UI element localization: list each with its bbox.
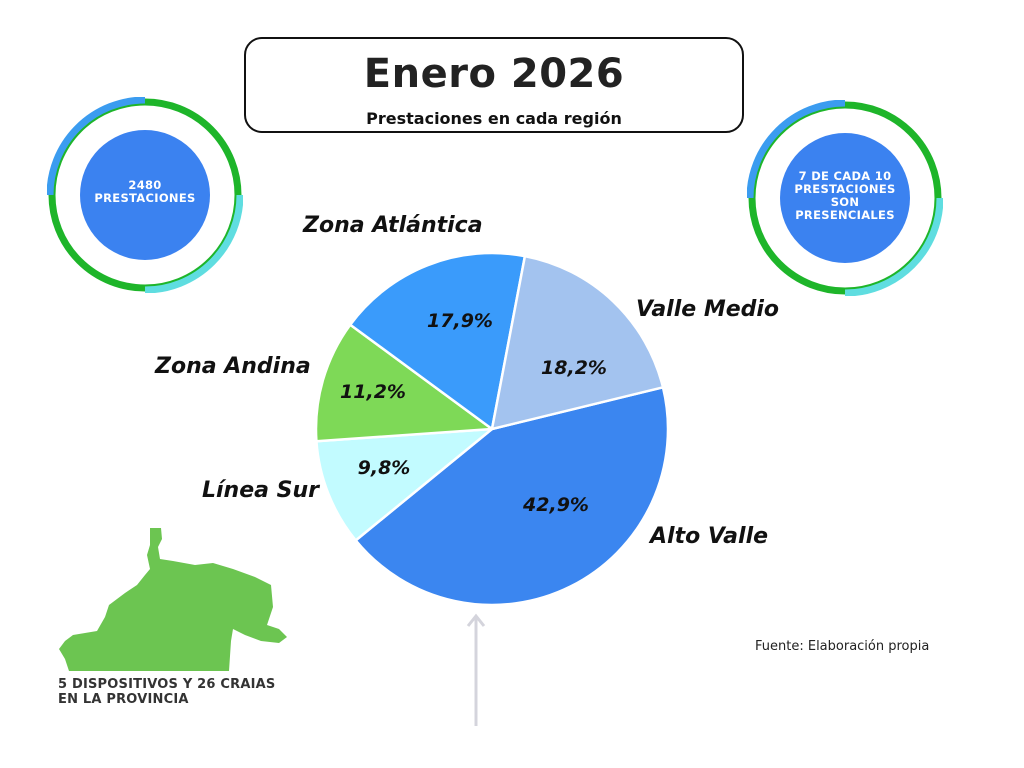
label-zona-andina: Zona Andina (155, 354, 311, 379)
stat-presencial-text: 7 DE CADA 10 PRESTACIONES SON PRESENCIAL… (777, 170, 913, 222)
arrow-up-icon (466, 613, 486, 726)
stat-presencial-line4: PRESENCIALES (795, 208, 895, 222)
pct-alto-valle: 42,9% (523, 494, 589, 516)
pie-slice-valle-medio (490, 254, 665, 431)
pie-slice-zona-andina (314, 323, 494, 443)
pct-linea-sur: 9,8% (357, 457, 411, 479)
ring-right-icon (747, 100, 943, 296)
stat-total-text: 2480 PRESTACIONES (77, 179, 213, 205)
source-note: Fuente: Elaboración propia (755, 639, 930, 654)
stat-presencial-line2: PRESTACIONES (794, 182, 896, 196)
label-linea-sur: Línea Sur (202, 478, 320, 503)
ring-left-icon (47, 97, 243, 293)
stat-total-number: 2480 (128, 178, 162, 192)
stat-presencial-line1: 7 DE CADA 10 (798, 169, 892, 183)
page-title: Enero 2026 (363, 51, 625, 97)
footer-line1: 5 DISPOSITIVOS Y 26 CRAIAS (58, 677, 276, 692)
title-box: Enero 2026 Prestaciones en cada región (244, 37, 744, 133)
pct-valle-medio: 18,2% (541, 357, 607, 379)
stat-presencial-line3: SON (830, 195, 860, 209)
label-zona-atlantica: Zona Atlántica (303, 213, 483, 238)
footer-devices-text: 5 DISPOSITIVOS Y 26 CRAIAS EN LA PROVINC… (58, 677, 275, 707)
pie-slice-zona-atl-ntica (348, 251, 527, 431)
footer-line2: EN LA PROVINCIA (58, 692, 189, 707)
stat-ring-presencial: 7 DE CADA 10 PRESTACIONES SON PRESENCIAL… (747, 100, 943, 296)
pie-slice-l-nea-sur (315, 427, 494, 542)
province-map-icon (59, 528, 287, 671)
pct-zona-atlantica: 17,9% (427, 310, 493, 332)
pie-slice-alto-valle (354, 386, 670, 607)
label-valle-medio: Valle Medio (636, 297, 780, 322)
label-alto-valle: Alto Valle (650, 524, 769, 549)
stat-ring-total: 2480 PRESTACIONES (47, 97, 243, 293)
pct-zona-andina: 11,2% (340, 381, 406, 403)
stat-total-label: PRESTACIONES (94, 191, 196, 205)
page-subtitle: Prestaciones en cada región (366, 109, 622, 128)
